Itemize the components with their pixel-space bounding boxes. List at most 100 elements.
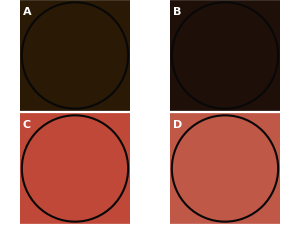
Circle shape [34,70,41,77]
Circle shape [32,161,43,172]
Circle shape [218,126,229,137]
Circle shape [53,83,70,100]
Circle shape [257,157,269,169]
Circle shape [69,153,79,163]
Circle shape [197,194,210,207]
Circle shape [213,44,228,59]
Circle shape [33,197,52,216]
Circle shape [174,71,184,81]
Circle shape [85,93,96,104]
PathPatch shape [20,114,130,224]
Circle shape [43,28,74,58]
Circle shape [89,153,100,164]
Circle shape [213,174,223,184]
Circle shape [46,135,56,145]
Circle shape [234,26,245,37]
Circle shape [46,190,61,205]
Circle shape [33,74,40,82]
Circle shape [213,79,222,88]
Circle shape [70,153,86,169]
Circle shape [79,16,94,31]
Circle shape [216,155,226,164]
Circle shape [64,68,80,84]
Circle shape [58,128,62,133]
Circle shape [106,144,111,149]
Circle shape [85,151,99,165]
Circle shape [269,33,274,37]
Circle shape [70,54,92,76]
Circle shape [70,85,86,100]
Circle shape [82,10,88,16]
Circle shape [222,28,237,43]
Circle shape [61,72,74,84]
Circle shape [201,45,206,50]
Circle shape [104,15,117,27]
Circle shape [36,139,41,144]
Circle shape [100,133,111,145]
Circle shape [48,31,63,46]
Circle shape [78,181,92,194]
Circle shape [86,97,93,103]
Circle shape [110,46,119,55]
Circle shape [243,95,248,101]
Circle shape [60,7,77,24]
Circle shape [206,66,212,71]
Circle shape [30,67,40,77]
Circle shape [83,201,100,218]
Circle shape [202,185,215,197]
Circle shape [80,34,96,49]
Circle shape [46,150,52,155]
Circle shape [49,64,65,80]
Circle shape [226,13,240,27]
Circle shape [24,22,38,35]
Circle shape [58,155,70,168]
Circle shape [68,69,85,86]
Circle shape [234,97,243,106]
Circle shape [239,29,247,36]
Circle shape [53,191,68,205]
Circle shape [210,198,225,213]
Circle shape [102,37,117,52]
Circle shape [57,7,73,22]
Circle shape [92,73,97,78]
Circle shape [176,149,189,162]
Circle shape [91,204,98,211]
Circle shape [50,9,59,19]
Circle shape [41,188,48,195]
Circle shape [75,130,86,141]
Circle shape [34,147,47,160]
Circle shape [85,166,99,180]
Circle shape [88,164,95,171]
Circle shape [59,159,65,164]
Circle shape [56,28,70,42]
Circle shape [50,33,56,40]
Circle shape [93,50,111,68]
Ellipse shape [50,140,89,171]
Circle shape [65,167,82,184]
Circle shape [222,122,231,132]
Circle shape [111,156,127,172]
Circle shape [228,169,241,182]
Circle shape [34,128,48,141]
Circle shape [176,47,186,56]
Circle shape [64,169,71,176]
Circle shape [43,80,51,88]
Ellipse shape [228,17,266,47]
Circle shape [56,150,68,162]
Circle shape [197,5,209,17]
Circle shape [77,119,90,132]
Circle shape [81,58,86,64]
Circle shape [104,126,110,133]
Circle shape [202,33,214,45]
Circle shape [265,136,271,142]
Circle shape [22,3,128,109]
Circle shape [75,122,80,128]
Circle shape [196,93,202,100]
Circle shape [246,87,260,102]
Circle shape [81,171,94,183]
Circle shape [52,167,62,177]
Circle shape [88,73,96,80]
Circle shape [212,56,218,61]
Circle shape [188,158,195,166]
Circle shape [35,122,49,136]
